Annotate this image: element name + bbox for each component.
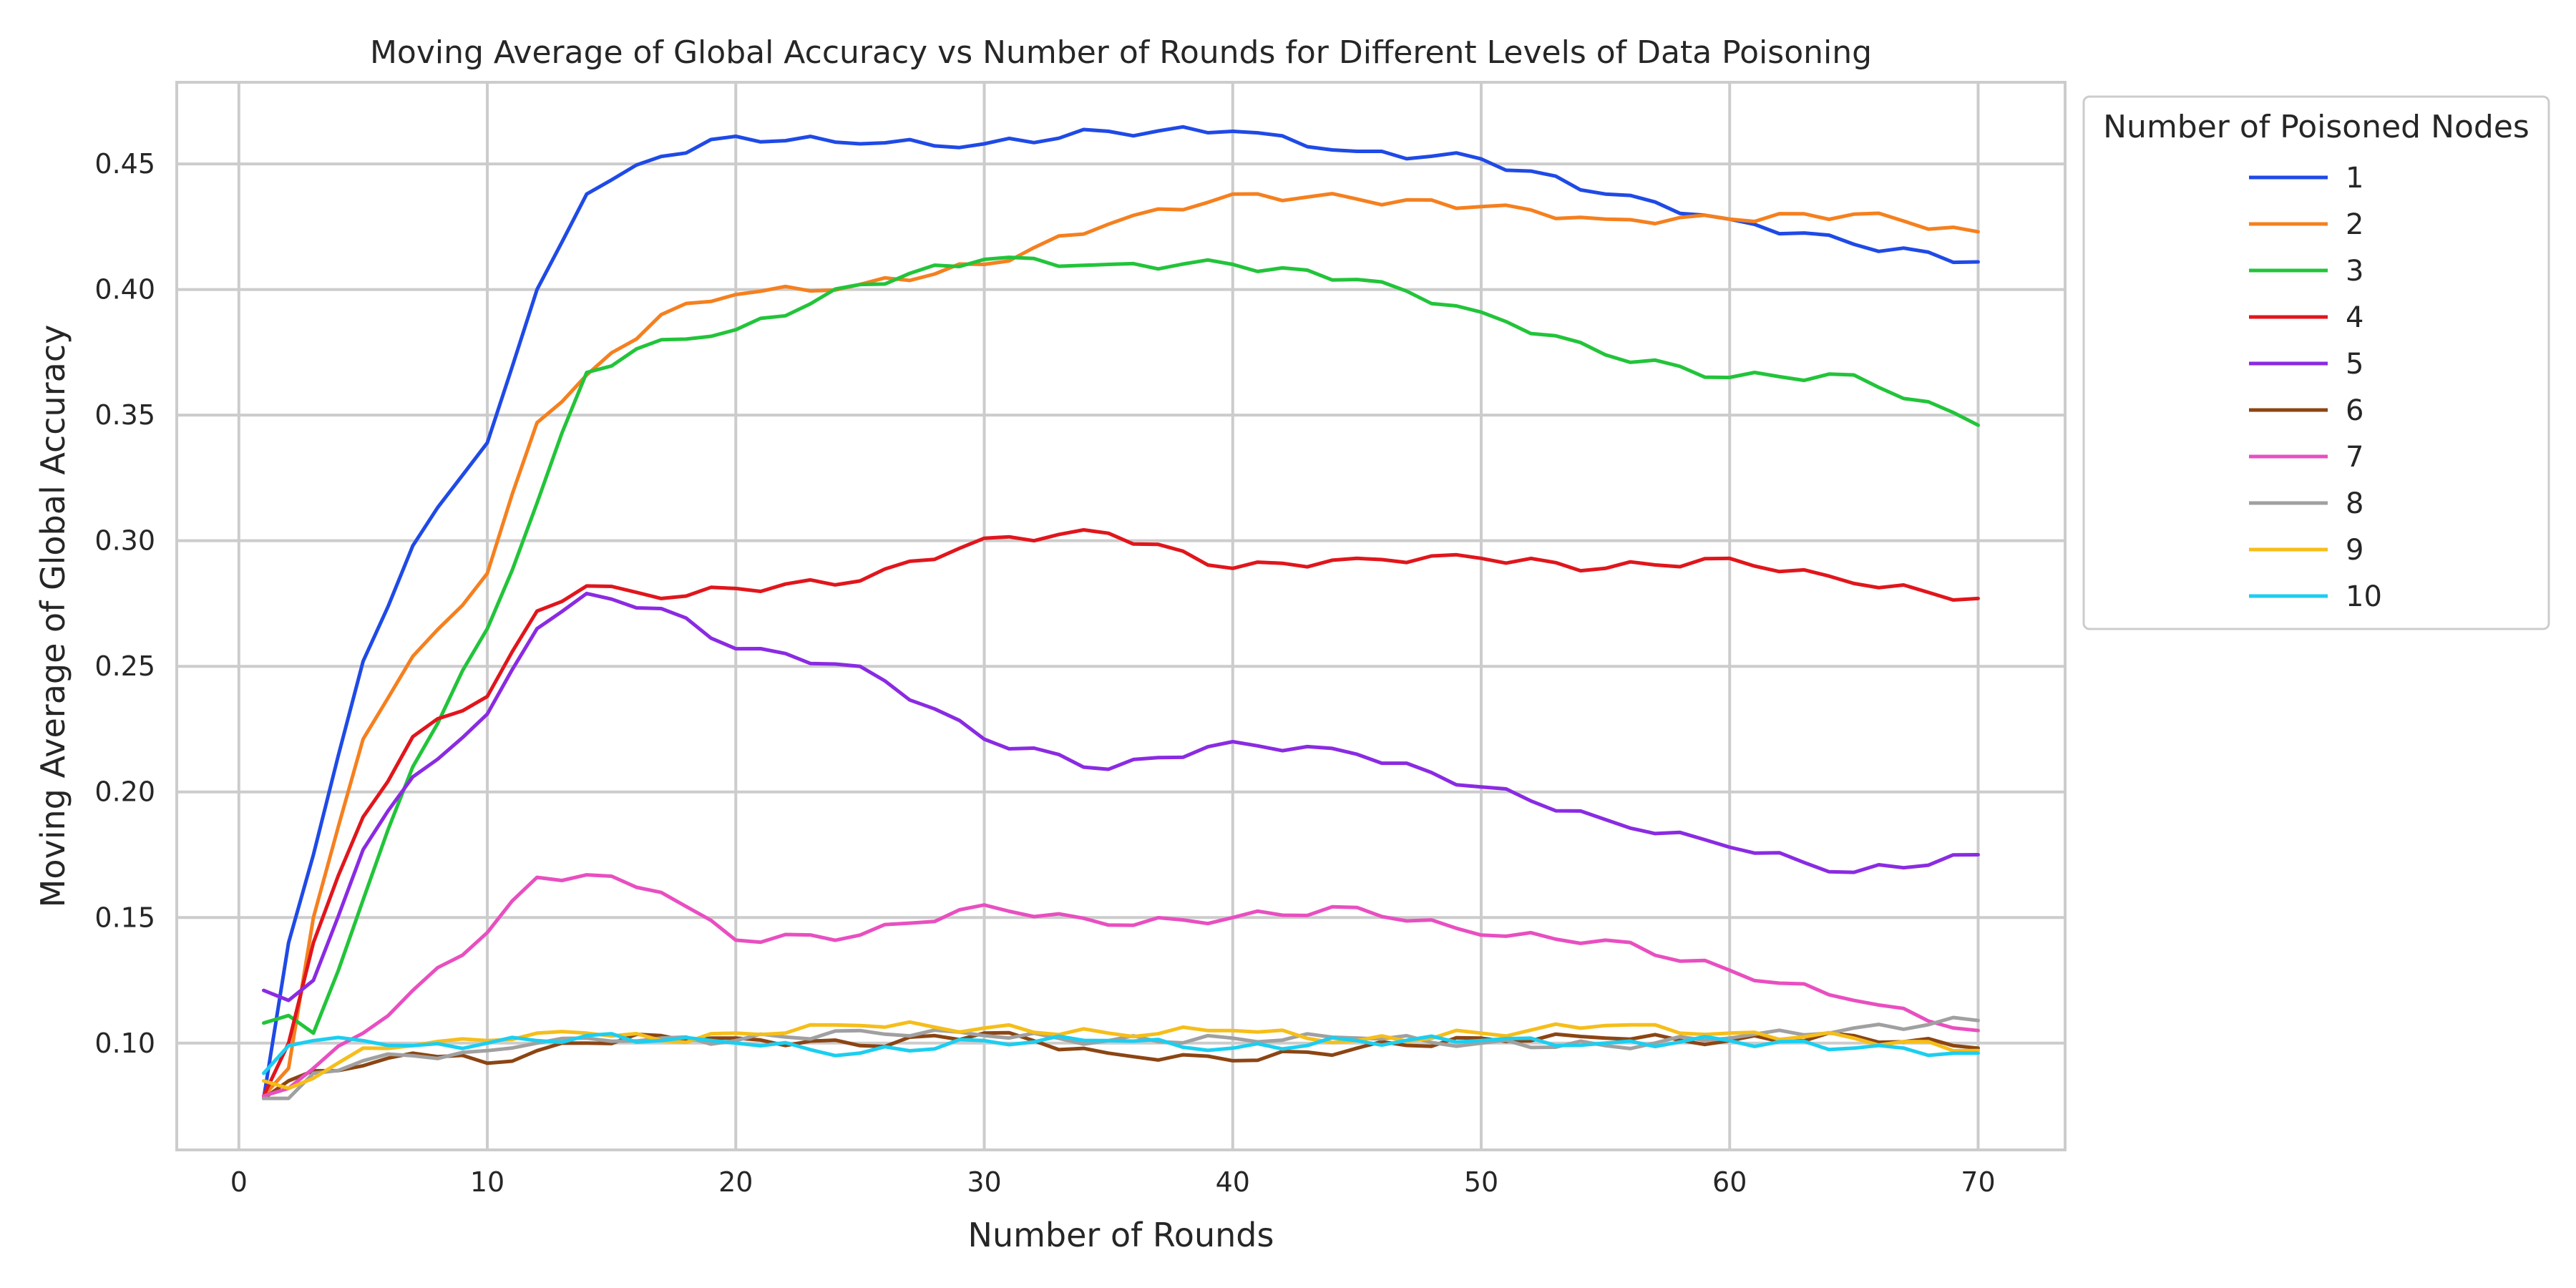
series-line-6: [262, 1030, 1980, 1101]
chart-title: Moving Average of Global Accuracy vs Num…: [370, 34, 1872, 71]
x-tick-label: 0: [230, 1166, 248, 1198]
x-tick-label: 70: [1961, 1166, 1995, 1198]
legend-items: 1 2 3 4 5 6 7 8 9 10: [2249, 162, 2382, 613]
y-tick-label: 0.40: [94, 274, 155, 306]
legend-label-8: 8: [2346, 487, 2363, 520]
legend-label-3: 3: [2346, 255, 2363, 288]
series-line-4: [262, 528, 1980, 1098]
legend-label-5: 5: [2346, 348, 2363, 381]
legend-label-4: 4: [2346, 301, 2363, 334]
y-tick-label: 0.10: [94, 1028, 155, 1059]
series-line-9: [262, 1020, 1980, 1091]
series-line-1: [262, 125, 1980, 1101]
legend: Number of Poisoned Nodes 1 2 3 4 5 6 7 8 9 10: [2082, 95, 2550, 630]
legend-label-6: 6: [2346, 394, 2363, 427]
series-line-10: [262, 1032, 1980, 1075]
legend-label-10: 10: [2346, 580, 2382, 613]
y-tick-label: 0.35: [94, 399, 155, 431]
y-tick-label: 0.25: [94, 650, 155, 682]
gridlines: [177, 82, 2065, 1150]
legend-label-2: 2: [2346, 208, 2363, 241]
legend-label-9: 9: [2346, 534, 2363, 567]
x-axis-label: Number of Rounds: [968, 1216, 1274, 1254]
x-tick-label: 20: [718, 1166, 753, 1198]
series-lines: [262, 125, 1980, 1101]
y-tick-label: 0.20: [94, 776, 155, 808]
series-line-5: [262, 591, 1980, 1002]
x-tick-label: 60: [1712, 1166, 1747, 1198]
y-tick-label: 0.45: [94, 148, 155, 180]
x-tick-label: 30: [967, 1166, 1001, 1198]
legend-label-1: 1: [2346, 162, 2363, 195]
y-tick-label: 0.30: [94, 525, 155, 557]
series-line-2: [262, 192, 1980, 1098]
series-line-3: [262, 255, 1980, 1035]
x-tick-label: 10: [470, 1166, 504, 1198]
legend-title: Number of Poisoned Nodes: [2103, 109, 2529, 145]
plot-frame: [175, 81, 2067, 1151]
legend-label-7: 7: [2346, 441, 2363, 474]
x-tick-label: 40: [1216, 1166, 1250, 1198]
tick-labels: 0 10 20 30 40 50 60 70 0.10 0.15 0.20 0.25 0.30 0.35 0…: [94, 148, 1995, 1198]
x-tick-label: 50: [1464, 1166, 1498, 1198]
y-tick-label: 0.15: [94, 902, 155, 933]
y-axis-label: Moving Average of Global Accuracy: [34, 325, 72, 908]
series-line-7: [262, 873, 1980, 1098]
